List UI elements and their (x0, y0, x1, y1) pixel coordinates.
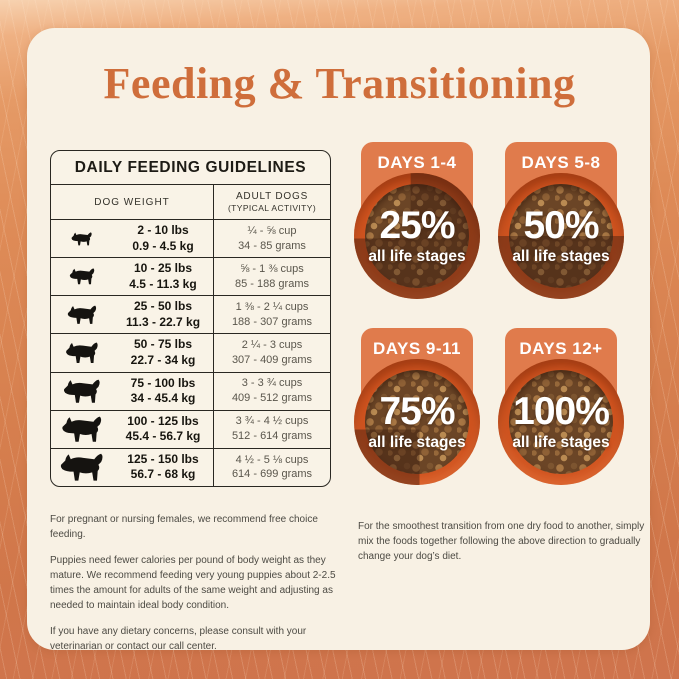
weight-kg: 11.3 - 22.7 kg (125, 314, 201, 329)
bowl-caption: 75% all life stages (354, 359, 480, 485)
amount-cups: 3 - 3 ¾ cups (241, 377, 303, 390)
transition-step-days-12-plus: DAYS 12+ 100% all life stages (486, 326, 636, 504)
percent-label: all life stages (368, 434, 466, 451)
table-header-row: DOG WEIGHT ADULT DOGS (TYPICAL ACTIVITY) (51, 185, 330, 220)
amount-grams: 409 - 512 grams (231, 392, 313, 405)
dog-icon (51, 453, 113, 482)
days-label: DAYS 9-11 (373, 339, 461, 358)
kibble-texture (509, 184, 613, 288)
footnote-pregnant: For pregnant or nursing females, we reco… (50, 514, 318, 540)
kibble-bowl-image (498, 173, 624, 299)
table-row: 10 - 25 lbs 4.5 - 11.3 kg ⅝ - 1 ⅜ cups 85 … (51, 258, 330, 297)
percent-label: all life stages (512, 434, 610, 451)
table-title: DAILY FEEDING GUIDELINES (51, 151, 330, 185)
weight-lbs: 10 - 25 lbs (133, 261, 193, 276)
dog-icon (51, 231, 113, 246)
page-title: Feeding & Transitioning (103, 59, 576, 108)
bowl-caption: 50% all life stages (498, 173, 624, 299)
dog-icon (51, 379, 113, 404)
table-row: 100 - 125 lbs 45.4 - 56.7 kg 3 ¾ - 4 ½ cu… (51, 410, 330, 449)
table-body: 2 - 10 lbs 0.9 - 4.5 kg ¼ - ⅝ cup 34 - 85 … (51, 220, 330, 486)
feeding-footnotes: For pregnant or nursing females, we reco… (50, 512, 352, 665)
kibble-bowl-image (498, 359, 624, 485)
amount-grams: 85 - 188 grams (235, 277, 309, 290)
percent-value: 100% (513, 390, 610, 433)
percent-value: 25% (379, 204, 455, 247)
days-label: DAYS 12+ (519, 339, 603, 358)
dog-icon (51, 305, 113, 325)
footnote-puppies: Puppies need fewer calories per pound of… (50, 555, 336, 611)
weight-lbs: 100 - 125 lbs (127, 413, 199, 428)
column-header-adult-dogs-line1: ADULT DOGS (235, 191, 309, 202)
transition-step-days-1-4: DAYS 1-4 25% all life stages (342, 140, 492, 318)
amount-cups: 2 ¼ - 3 cups (241, 339, 303, 352)
weight-kg: 4.5 - 11.3 kg (129, 276, 197, 291)
table-row: 25 - 50 lbs 11.3 - 22.7 kg 1 ⅜ - 2 ¼ cups… (51, 296, 330, 335)
transition-step-days-5-8: DAYS 5-8 50% all life stages (486, 140, 636, 318)
feeding-guidelines-table: DAILY FEEDING GUIDELINES DOG WEIGHT ADUL… (50, 150, 331, 487)
amount-grams: 307 - 409 grams (231, 353, 313, 366)
amount-cups: 3 ¾ - 4 ½ cups (235, 415, 309, 428)
transition-step-days-9-11: DAYS 9-11 75% all life stages (342, 326, 492, 504)
weight-lbs: 50 - 75 lbs (133, 337, 193, 352)
column-header-dog-weight: DOG WEIGHT (51, 185, 214, 219)
table-row: 125 - 150 lbs 56.7 - 68 kg 4 ½ - 5 ⅛ cups… (51, 448, 330, 486)
dog-icon (51, 268, 113, 285)
footnote-dietary-concerns: If you have any dietary concerns, please… (50, 626, 307, 652)
amount-grams: 34 - 85 grams (238, 239, 306, 252)
table-row: 75 - 100 lbs 34 - 45.4 kg 3 - 3 ¾ cups 409… (51, 372, 330, 411)
amount-cups: ⅝ - 1 ⅜ cups (240, 262, 304, 275)
weight-lbs: 75 - 100 lbs (130, 375, 196, 390)
bowl-caption: 100% all life stages (498, 359, 624, 485)
transition-footnote: For the smoothest transition from one dr… (358, 521, 645, 562)
weight-kg: 45.4 - 56.7 kg (125, 429, 201, 444)
table-row: 50 - 75 lbs 22.7 - 34 kg 2 ¼ - 3 cups 307 … (51, 334, 330, 373)
amount-cups: 4 ½ - 5 ⅛ cups (235, 453, 309, 466)
amount-grams: 188 - 307 grams (231, 315, 313, 328)
weight-lbs: 125 - 150 lbs (127, 451, 199, 466)
dog-icon (51, 416, 113, 443)
weight-kg: 0.9 - 4.5 kg (132, 238, 194, 253)
percent-label: all life stages (368, 248, 466, 265)
weight-kg: 22.7 - 34 kg (130, 352, 196, 367)
kibble-bowl-image (354, 173, 480, 299)
weight-lbs: 25 - 50 lbs (133, 299, 193, 314)
kibble-texture (509, 370, 613, 474)
kibble-texture (365, 184, 469, 288)
days-label: DAYS 1-4 (377, 153, 457, 172)
bowl-caption: 25% all life stages (354, 173, 480, 299)
amount-cups: 1 ⅜ - 2 ¼ cups (235, 301, 309, 313)
dog-icon (51, 342, 113, 364)
percent-value: 50% (523, 204, 599, 247)
weight-kg: 56.7 - 68 kg (130, 467, 196, 482)
column-header-adult-dogs-line2: (TYPICAL ACTIVITY) (227, 203, 317, 213)
kibble-texture (365, 370, 469, 474)
amount-grams: 512 - 614 grams (231, 430, 313, 443)
column-header-adult-dogs: ADULT DOGS (TYPICAL ACTIVITY) (214, 185, 330, 219)
days-label: DAYS 5-8 (521, 153, 601, 172)
amount-cups: ¼ - ⅝ cup (247, 224, 297, 237)
kibble-bowl-image (354, 359, 480, 485)
percent-value: 75% (379, 390, 455, 433)
percent-label: all life stages (512, 248, 610, 265)
amount-grams: 614 - 699 grams (231, 468, 313, 481)
weight-lbs: 2 - 10 lbs (137, 222, 189, 237)
table-row: 2 - 10 lbs 0.9 - 4.5 kg ¼ - ⅝ cup 34 - 85 … (51, 220, 330, 259)
weight-kg: 34 - 45.4 kg (130, 391, 196, 406)
